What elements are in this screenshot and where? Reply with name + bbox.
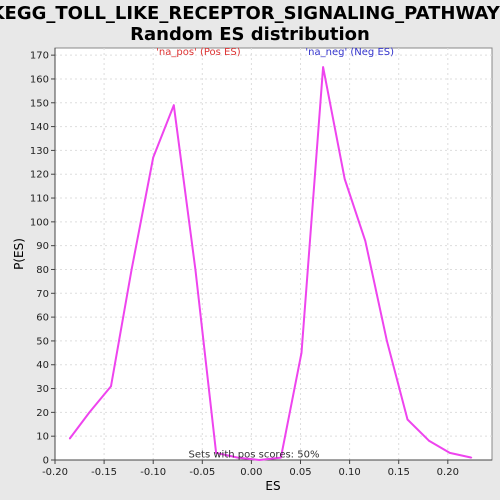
- annotation-layer: 'na_pos' (Pos ES) 'na_neg' (Neg ES) Sets w…: [156, 47, 394, 460]
- data-point: [173, 104, 175, 106]
- data-point: [300, 352, 303, 354]
- x-tick-label: 0.00: [240, 467, 262, 478]
- y-axis: 0 10 20 30 40 50 60 70 80 90 100 110 120 130 140 150 160…: [30, 48, 56, 467]
- x-tick-label: -0.05: [189, 467, 215, 478]
- y-tick-label: 80: [36, 265, 49, 276]
- data-point: [448, 452, 451, 454]
- data-point: [386, 340, 388, 342]
- data-point: [343, 178, 346, 180]
- data-point: [152, 156, 155, 159]
- x-tick-label: 0.10: [338, 467, 360, 478]
- y-tick-label: 0: [43, 456, 49, 467]
- data-point: [470, 456, 473, 459]
- y-tick-label: 90: [36, 241, 49, 252]
- y-tick-label: 70: [36, 289, 49, 300]
- y-tick-label: 50: [36, 336, 49, 347]
- y-tick-label: 130: [30, 146, 49, 157]
- x-tick-label: 0.20: [437, 467, 459, 478]
- data-point: [215, 452, 217, 454]
- data-point: [110, 385, 112, 387]
- data-point: [364, 240, 367, 242]
- chart-title-line1: KEGG_TOLL_LIKE_RECEPTOR_SIGNALING_PATHWA…: [0, 3, 500, 24]
- data-point: [130, 268, 133, 271]
- x-axis: -0.20 -0.15 -0.10 -0.05 0.00 0.05 0.10 0.15 0.20: [42, 459, 492, 478]
- y-tick-label: 100: [30, 217, 49, 228]
- chart-title-line2: Random ES distribution: [130, 24, 370, 45]
- y-axis-label: P(ES): [12, 238, 26, 270]
- y-tick-label: 110: [30, 194, 49, 205]
- x-tick-label: -0.10: [140, 467, 166, 478]
- annotation-label: 'na_neg' (Neg ES): [305, 47, 394, 58]
- x-axis-label: ES: [265, 479, 280, 493]
- x-tick-label: 0.05: [289, 467, 311, 478]
- annotation-label: 'na_pos' (Pos ES): [156, 47, 241, 58]
- y-tick-label: 40: [36, 360, 49, 371]
- y-tick-label: 60: [36, 313, 49, 324]
- data-point: [236, 456, 239, 459]
- data-point: [280, 456, 282, 459]
- y-tick-label: 160: [30, 74, 49, 85]
- data-point: [68, 437, 71, 440]
- series-layer: [68, 66, 473, 461]
- y-tick-label: 10: [36, 432, 49, 443]
- y-tick-label: 30: [36, 384, 49, 395]
- data-point: [406, 418, 409, 421]
- data-point: [428, 440, 430, 442]
- y-tick-label: 140: [30, 122, 49, 133]
- plot-area: [54, 47, 493, 461]
- x-tick-label: -0.20: [42, 467, 68, 478]
- x-tick-label: 0.15: [388, 467, 410, 478]
- data-point: [88, 411, 91, 414]
- y-tick-label: 120: [30, 170, 49, 181]
- y-tick-label: 150: [30, 98, 49, 109]
- x-tick-label: -0.15: [91, 467, 117, 478]
- y-tick-label: 20: [36, 408, 49, 419]
- annotation-label: Sets with pos scores: 50%: [189, 450, 320, 461]
- data-point: [322, 66, 324, 68]
- data-point: [194, 268, 197, 271]
- series-line: [68, 66, 472, 461]
- y-tick-label: 170: [30, 51, 49, 62]
- data-point: [258, 459, 261, 461]
